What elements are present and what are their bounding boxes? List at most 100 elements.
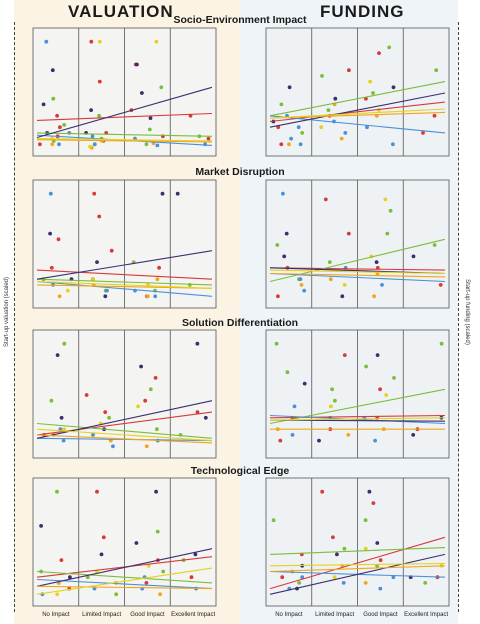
data-point-red	[144, 581, 149, 585]
trend-line-orange	[36, 139, 213, 143]
data-point-red	[342, 353, 347, 357]
data-point-orange	[363, 581, 368, 585]
data-point-purple	[317, 438, 321, 443]
data-point-yellow	[342, 283, 347, 287]
data-point-green	[85, 575, 90, 580]
data-point-orange	[50, 142, 55, 147]
trend-line-green	[269, 388, 446, 425]
data-point-purple	[411, 433, 416, 437]
trend-line-red	[269, 536, 446, 590]
data-point-green	[423, 581, 428, 585]
data-point-purple	[68, 575, 72, 580]
trend-line-red	[269, 267, 446, 271]
right-divider	[458, 22, 459, 612]
x-tick-label: Good Impact	[363, 612, 398, 618]
data-point-purple	[175, 191, 180, 196]
data-point-yellow	[62, 427, 66, 432]
data-point-red	[378, 558, 383, 562]
data-point-purple	[282, 254, 287, 259]
left-divider	[14, 22, 15, 612]
data-point-red	[432, 113, 437, 118]
chart-title: Solution Differentiation	[182, 317, 298, 329]
trend-line-purple	[269, 553, 446, 595]
x-tick-label: Limited Impact	[315, 612, 354, 618]
data-point-red	[143, 398, 148, 403]
data-point-green	[342, 546, 347, 551]
data-point-green	[159, 85, 164, 90]
trend-line-blue	[269, 272, 446, 283]
data-point-purple	[154, 489, 159, 494]
data-point-yellow	[91, 277, 95, 282]
data-point-green	[333, 398, 337, 403]
data-point-red	[153, 376, 158, 380]
data-point-purple	[140, 91, 144, 95]
data-point-red	[331, 535, 335, 540]
data-point-blue	[92, 586, 97, 591]
data-point-green	[363, 518, 368, 523]
data-point-purple	[375, 541, 380, 545]
data-point-green	[387, 45, 392, 50]
trend-line-orange	[36, 585, 213, 590]
data-point-red	[109, 248, 114, 253]
data-point-green	[285, 370, 290, 375]
data-point-purple	[302, 381, 307, 386]
trend-line-yellow	[36, 428, 213, 442]
data-point-red	[421, 131, 425, 135]
data-point-blue	[341, 581, 346, 585]
data-point-purple	[59, 415, 64, 420]
data-point-blue	[90, 134, 95, 139]
data-point-orange	[158, 592, 163, 597]
chart-title: Market Disruption	[195, 166, 284, 178]
data-point-green	[392, 376, 396, 380]
data-point-green	[161, 569, 166, 574]
trend-line-purple	[36, 400, 213, 439]
data-point-orange	[346, 433, 351, 437]
data-point-blue	[289, 136, 293, 141]
trend-line-orange	[269, 272, 446, 278]
data-point-green	[364, 364, 368, 369]
data-point-green	[271, 518, 276, 523]
data-point-green	[148, 387, 153, 392]
data-point-orange	[155, 277, 160, 282]
data-point-green	[326, 108, 331, 112]
data-point-green	[385, 231, 390, 236]
data-point-red	[279, 142, 284, 147]
data-point-blue	[48, 191, 53, 196]
data-point-purple	[160, 191, 165, 196]
data-point-red	[38, 142, 42, 147]
data-point-blue	[391, 142, 395, 147]
data-point-yellow	[319, 125, 324, 130]
funding-header: FUNDING	[320, 2, 405, 21]
data-point-blue	[380, 283, 384, 287]
data-point-purple	[333, 96, 338, 101]
data-point-red	[320, 489, 325, 494]
data-point-purple	[367, 489, 372, 494]
data-point-red	[55, 113, 59, 118]
trend-line-yellow	[269, 562, 446, 567]
trend-line-green	[269, 81, 446, 117]
data-point-purple	[134, 541, 139, 545]
data-point-orange	[144, 444, 149, 449]
data-point-blue	[373, 438, 377, 443]
data-point-blue	[153, 294, 158, 299]
trend-line-green	[269, 547, 446, 555]
trend-line-green	[36, 570, 213, 584]
data-point-green	[114, 592, 119, 597]
data-point-orange	[372, 294, 376, 299]
data-point-purple	[203, 415, 208, 420]
trend-line-orange	[269, 565, 446, 573]
data-point-blue	[92, 142, 97, 147]
data-point-orange	[299, 283, 304, 287]
trend-line-green	[36, 132, 213, 137]
data-point-purple	[41, 102, 46, 107]
data-point-red	[438, 283, 443, 287]
data-point-red	[206, 136, 211, 141]
data-point-blue	[290, 433, 295, 437]
data-point-blue	[298, 142, 303, 147]
data-point-green	[330, 387, 334, 392]
data-point-red	[157, 265, 162, 270]
data-point-yellow	[329, 404, 333, 409]
data-point-purple	[89, 108, 93, 112]
data-point-green	[62, 341, 67, 346]
trend-line-yellow	[36, 280, 213, 289]
